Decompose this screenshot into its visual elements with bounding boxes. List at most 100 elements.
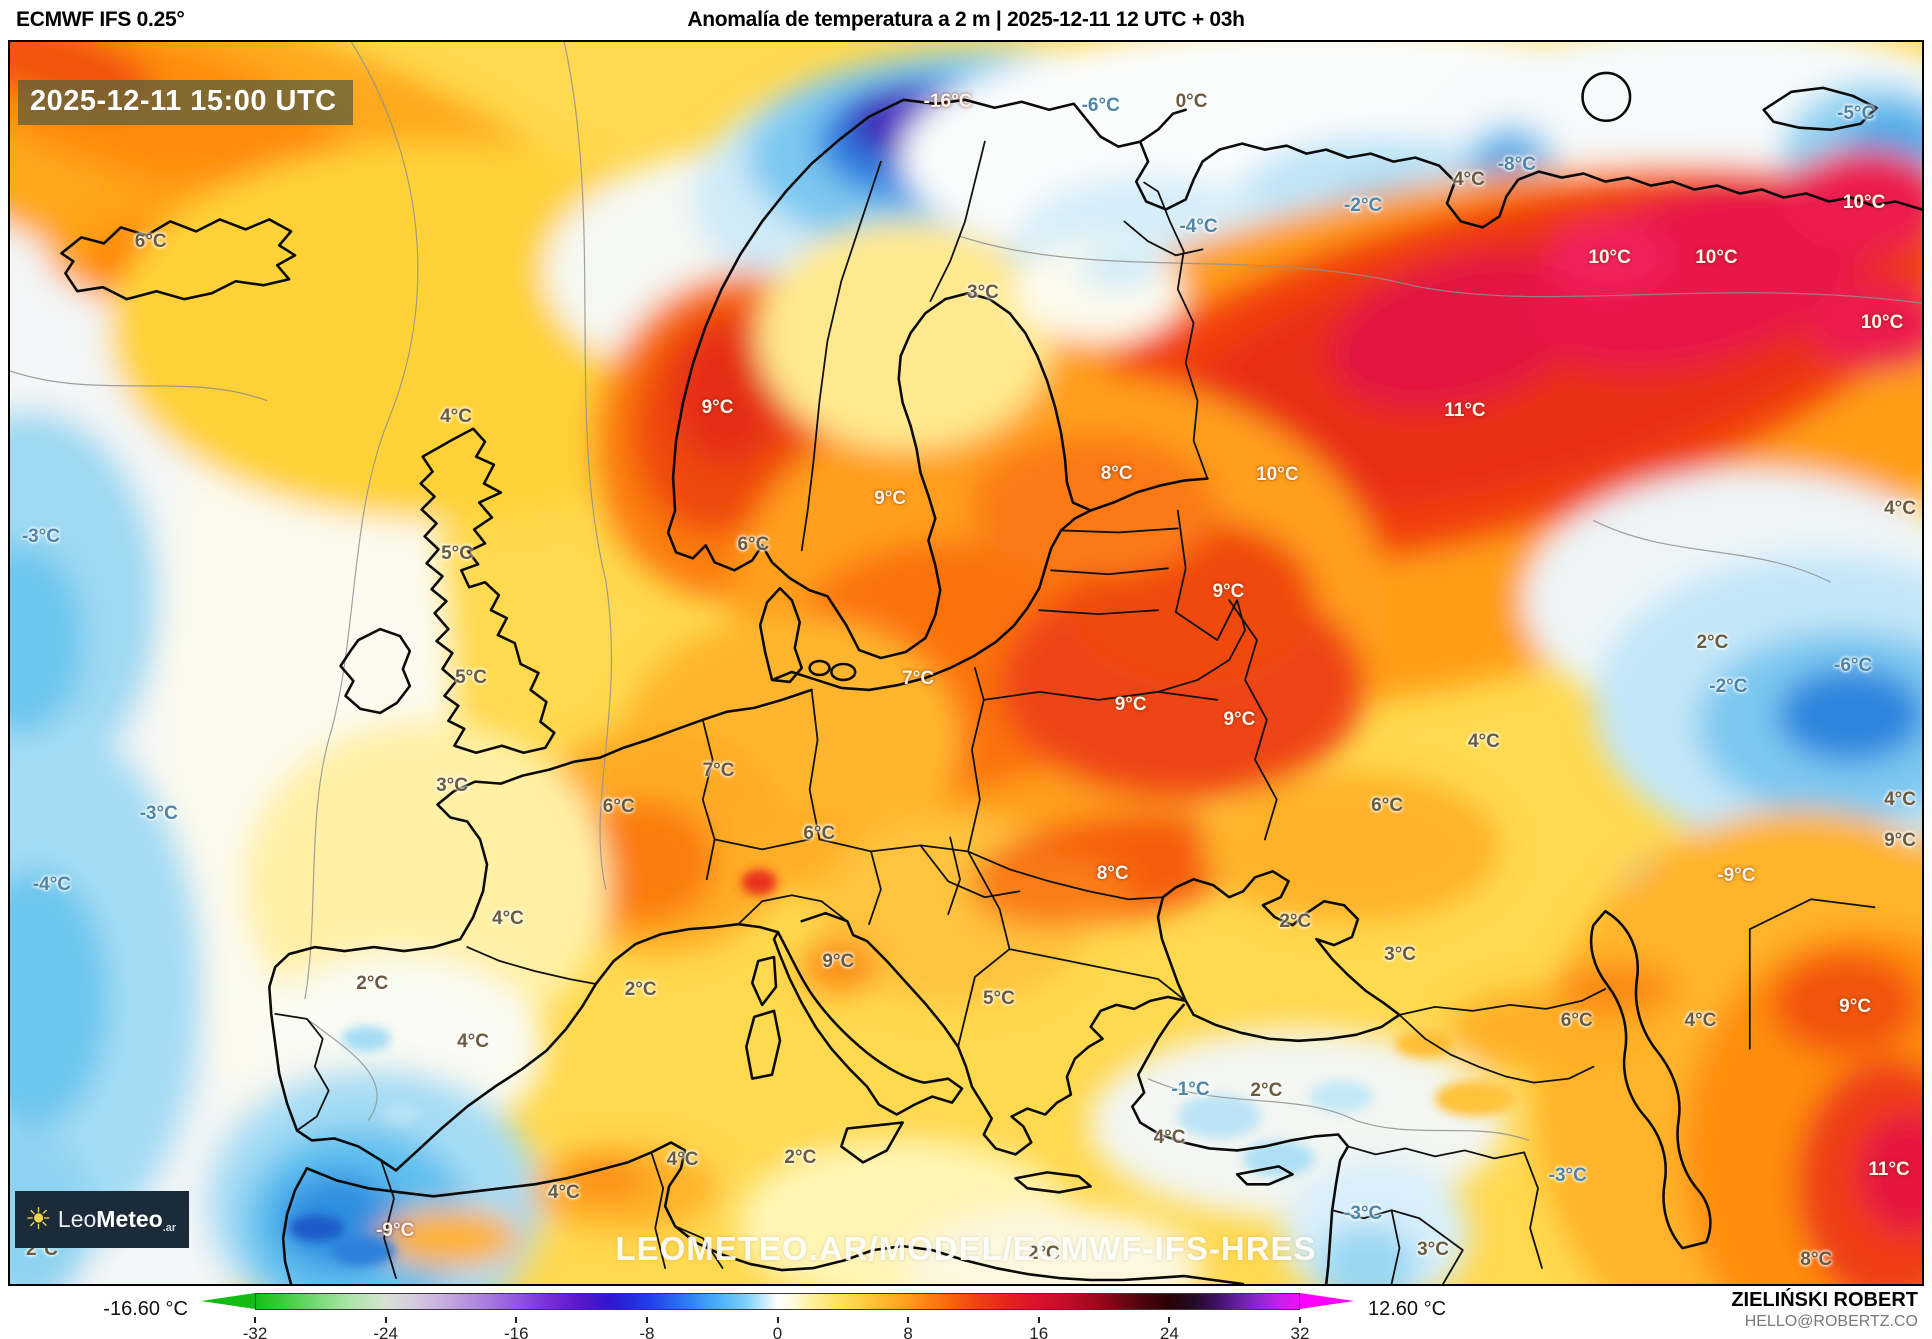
temp-label: 2°C — [1279, 911, 1312, 933]
colorbar-tick-label: -24 — [373, 1324, 398, 1339]
sun-icon: ☀ — [25, 1202, 52, 1236]
temp-label: 4°C — [1452, 168, 1485, 190]
temp-label: 10°C — [1860, 312, 1904, 334]
colorbar-max-label: 12.60 °C — [1368, 1298, 1447, 1320]
temp-label: 6°C — [1371, 794, 1404, 816]
temp-label: 8°C — [1096, 863, 1129, 885]
legend-footer: -16.60 °C -32 -24 -16 -8 0 8 16 24 32 12.60 °C Z… — [0, 1286, 1932, 1339]
europe-anomaly-map: -16°C -6°C 0°C -8°C 4°C -2°C -4°C -5°C 10°C 10°C 1… — [8, 40, 1924, 1286]
temp-label: 9°C — [874, 487, 907, 509]
temp-label: 9°C — [822, 951, 855, 973]
leometeo-logo: ☀ Leo Meteo .ar — [15, 1191, 189, 1248]
temp-label: -9°C — [376, 1220, 415, 1242]
temp-label: 4°C — [666, 1149, 699, 1171]
colorbar-left-arrow — [201, 1293, 255, 1309]
temp-label: 10°C — [1256, 463, 1299, 485]
temp-label: -5°C — [1837, 102, 1876, 124]
logo-brand-bold: Meteo — [96, 1206, 163, 1232]
temp-label: 8°C — [1800, 1249, 1833, 1271]
temp-label: 3°C — [436, 774, 469, 796]
colorbar-tick — [1299, 1317, 1301, 1323]
temp-label: 4°C — [492, 908, 524, 930]
temp-label: -4°C — [1179, 216, 1218, 238]
temp-label: -6°C — [1834, 654, 1873, 676]
temp-label: 9°C — [1212, 581, 1245, 603]
temp-label: 6°C — [803, 823, 836, 845]
contour-lines — [10, 42, 1922, 1142]
watermark-url: LEOMETEO.AR/MODEL/ECMWF-IFS-HRES — [615, 1230, 1317, 1267]
header-bar: ECMWF IFS 0.25° Anomalía de temperatura … — [0, 0, 1932, 40]
temp-label: -4°C — [32, 874, 72, 896]
coastlines — [60, 71, 1922, 1284]
colorbar-tick-label: 8 — [903, 1324, 913, 1339]
temp-label: 6°C — [602, 795, 635, 817]
logo-brand-suffix: .ar — [162, 1222, 177, 1234]
temp-label: 7°C — [702, 759, 735, 781]
temp-label: 3°C — [1417, 1239, 1449, 1261]
temp-label: 2°C — [356, 972, 389, 994]
temp-label: -3°C — [1344, 1203, 1383, 1225]
temperature-labels-layer: -16°C -6°C 0°C -8°C 4°C -2°C -4°C -5°C 10°C 10°C 1… — [10, 42, 1922, 1284]
temp-label: -3°C — [21, 526, 61, 548]
colorbar-tick-label: 16 — [1029, 1324, 1049, 1339]
temp-label: -3°C — [139, 802, 178, 824]
colorbar-min-label: -16.60 °C — [103, 1298, 188, 1320]
anomaly-field — [10, 42, 1922, 1284]
colorbar-tick-label: 32 — [1290, 1324, 1310, 1339]
colorbar-tick — [776, 1317, 779, 1323]
logo-brand-light: Leo — [57, 1206, 97, 1232]
colorbar-tick-label: 0 — [772, 1324, 783, 1339]
colorbar-tick-label: -32 — [242, 1324, 268, 1339]
temp-label: 6°C — [134, 231, 167, 253]
model-name: ECMWF IFS 0.25° — [16, 8, 185, 31]
temp-label: 8°C — [1100, 462, 1133, 484]
temp-label: 9°C — [1839, 995, 1872, 1017]
author-name: ZIELIŃSKI ROBERT — [1731, 1289, 1918, 1311]
temp-label: 10°C — [1842, 192, 1886, 214]
temp-label: 5°C — [982, 987, 1015, 1009]
colorbar-tick — [1168, 1317, 1171, 1323]
temp-label: 4°C — [547, 1182, 580, 1204]
colorbar-tick-label: 24 — [1159, 1324, 1179, 1339]
temp-label: 6°C — [737, 534, 770, 556]
temp-label: 0°C — [1175, 90, 1208, 112]
temp-label: 10°C — [1695, 247, 1738, 269]
temp-label: -2°C — [1344, 195, 1383, 217]
temp-label: 2°C — [1696, 632, 1729, 654]
temp-label: 4°C — [1684, 1009, 1717, 1031]
temp-label: 2°C — [624, 978, 657, 1000]
colorbar-tick — [645, 1317, 648, 1323]
author-credit: ZIELIŃSKI ROBERT HELLO@ROBERTZ.CO — [1731, 1288, 1918, 1332]
colorbar-tick — [907, 1317, 910, 1323]
temp-label: 4°C — [440, 405, 473, 427]
temp-label: 4°C — [1153, 1127, 1186, 1149]
temp-label: 3°C — [1384, 944, 1417, 966]
temp-label: 10°C — [1588, 247, 1631, 269]
colorbar-tick-label: -16 — [503, 1324, 529, 1339]
temp-label: 7°C — [902, 667, 935, 689]
colorbar-tick — [384, 1317, 387, 1323]
anomaly-speckles — [289, 869, 1515, 1267]
temp-label: 4°C — [457, 1030, 489, 1052]
temp-label: 11°C — [1868, 1159, 1910, 1181]
temp-label: -6°C — [1081, 94, 1120, 116]
colorbar-tick — [254, 1317, 256, 1323]
temp-label: 5°C — [455, 666, 487, 688]
temp-label: 9°C — [1114, 693, 1147, 715]
temp-label: 9°C — [701, 396, 734, 418]
temp-label: 2°C — [1250, 1079, 1283, 1101]
temp-label: 4°C — [1467, 730, 1500, 752]
colorbar-gradient — [255, 1293, 1300, 1310]
temp-label: -9°C — [1717, 865, 1756, 887]
temp-label: 5°C — [441, 543, 474, 565]
temp-label: -3°C — [1548, 1165, 1587, 1187]
temp-label: -1°C — [1171, 1078, 1210, 1100]
temp-label: 4°C — [1884, 788, 1916, 810]
colorbar-right-arrow — [1300, 1293, 1354, 1309]
colorbar-tick-label: -8 — [639, 1324, 655, 1339]
temp-label: 6°C — [1560, 1009, 1593, 1031]
page-title: Anomalía de temperatura a 2 m | 2025-12-… — [687, 8, 1245, 31]
temp-label: 2°C — [784, 1147, 817, 1169]
valid-time-badge: 2025-12-11 15:00 UTC — [18, 80, 353, 125]
